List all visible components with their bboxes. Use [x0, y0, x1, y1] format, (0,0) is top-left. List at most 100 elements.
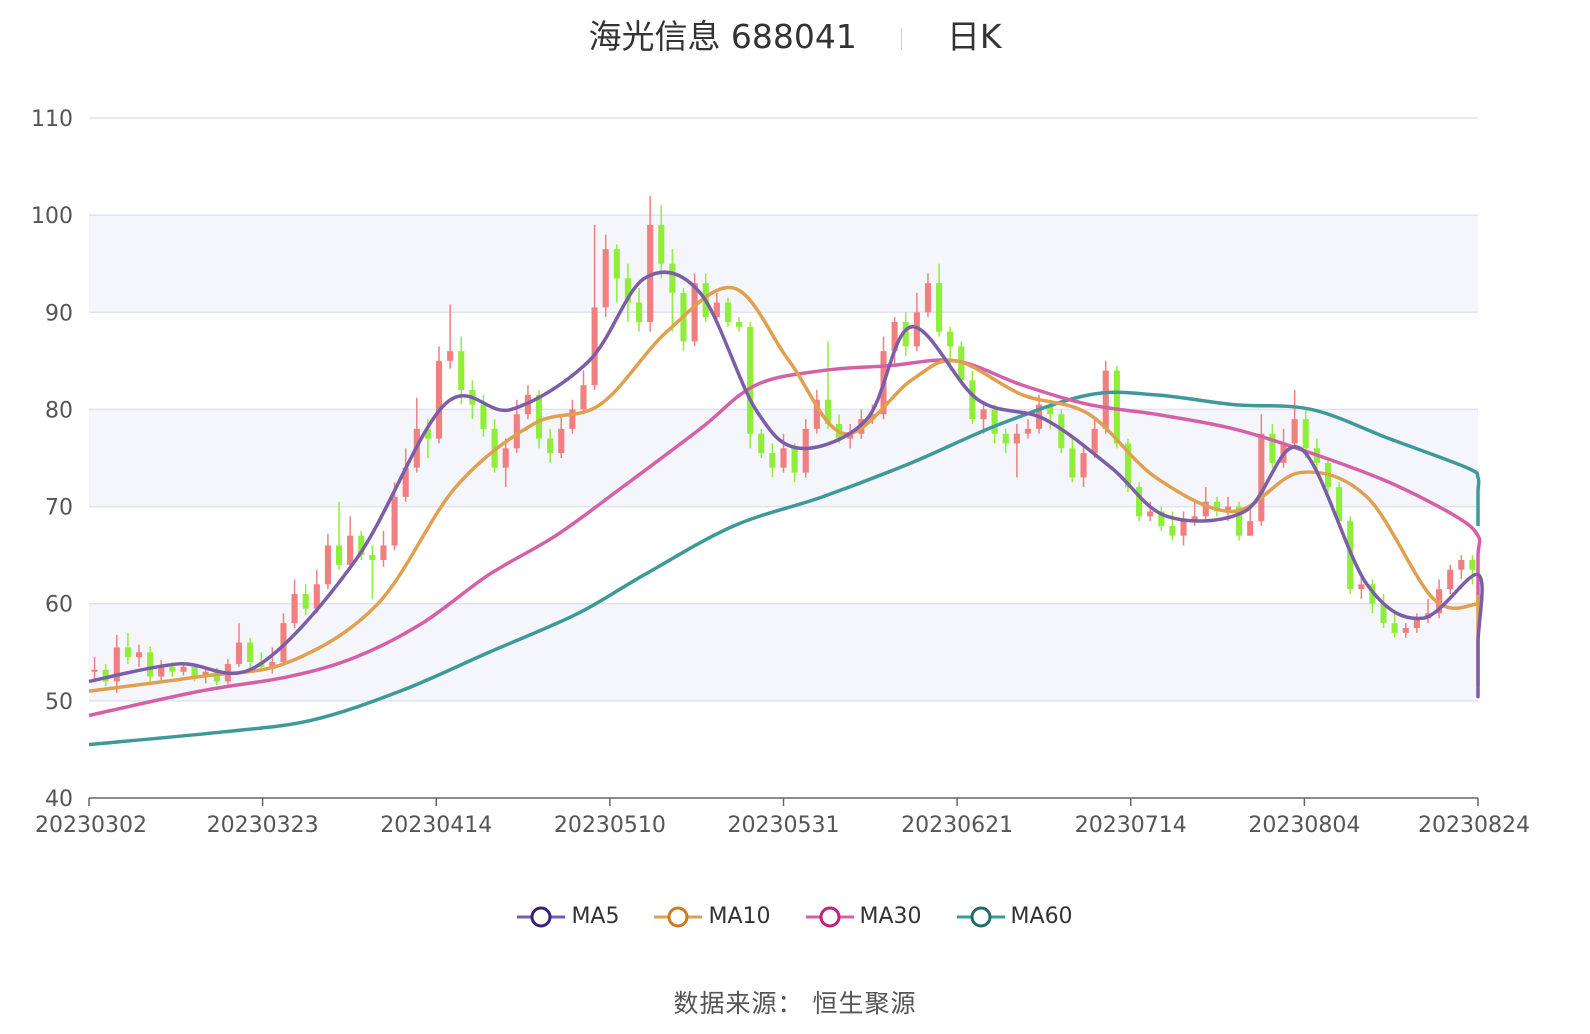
y-tick-label: 40: [45, 787, 73, 812]
x-tick-label: 20230414: [380, 813, 492, 838]
candle-body: [735, 322, 743, 327]
title-period: 日K: [946, 17, 1002, 56]
y-tick-label: 90: [45, 301, 73, 326]
candle-body: [380, 545, 387, 560]
y-tick-label: 110: [31, 107, 73, 132]
candle-body: [1224, 506, 1232, 512]
y-tick-label: 100: [31, 204, 73, 229]
candle-body: [1402, 628, 1409, 633]
legend-item-ma30[interactable]: MA30: [805, 904, 922, 929]
candle-body: [602, 249, 609, 308]
chart-legend: MA5 MA10 MA30 MA60: [0, 904, 1590, 935]
x-tick-label: 20230804: [1248, 813, 1360, 838]
source-value: 恒生聚源: [812, 989, 917, 1018]
candle-body: [747, 326, 754, 434]
candle-body: [247, 642, 254, 662]
candle-body: [1469, 560, 1476, 570]
legend-item-ma10[interactable]: MA10: [654, 904, 771, 929]
candle-body: [324, 545, 331, 585]
legend-label-ma30: MA30: [859, 904, 922, 929]
candle-body: [1158, 511, 1165, 526]
title-stock-name: 海光信息 688041: [588, 17, 857, 56]
candle-body: [1380, 603, 1387, 624]
candle-body: [936, 283, 943, 332]
candle-body: [302, 594, 309, 609]
candle-body: [1191, 516, 1198, 522]
ma60-line: [88, 390, 1481, 747]
candle-body: [1302, 419, 1309, 449]
candle-body: [1269, 433, 1276, 463]
candle-body: [402, 467, 409, 497]
candle-body: [102, 669, 109, 682]
candle-body: [1102, 370, 1109, 429]
candle-body: [624, 278, 631, 303]
grid-band: [89, 603, 1478, 701]
candle-body: [580, 385, 587, 410]
candle-body: [791, 448, 798, 473]
candle-body: [502, 448, 509, 468]
x-tick-label: 20230531: [728, 813, 840, 838]
x-tick-label: 20230302: [35, 813, 147, 838]
legend-label-ma60: MA60: [1010, 904, 1073, 929]
candle-body: [1202, 501, 1209, 517]
candle-body: [191, 666, 198, 677]
y-tick-label: 60: [45, 593, 73, 618]
candle-body: [547, 438, 554, 454]
candle-body: [335, 545, 343, 565]
candle-body: [213, 671, 220, 682]
chart-title: 海光信息 688041 日K: [0, 10, 1590, 58]
candle-body: [1180, 521, 1187, 536]
candle-body: [513, 414, 520, 449]
candle-body: [658, 224, 665, 264]
candle-body: [802, 428, 809, 473]
candle-body: [313, 584, 320, 609]
x-tick-label: 20230714: [1075, 813, 1187, 838]
candle-body: [669, 263, 676, 293]
candle-body: [569, 409, 576, 429]
candle-body: [635, 302, 643, 322]
candle-body: [391, 496, 398, 546]
candle-body: [1358, 584, 1365, 590]
candle-body: [1169, 526, 1176, 536]
candle-body: [613, 249, 620, 279]
candle-body: [113, 647, 120, 682]
legend-marker-ma5-icon: [517, 906, 566, 927]
candle-body: [1136, 487, 1143, 517]
candle-body: [1124, 443, 1132, 488]
candle-body: [358, 535, 365, 556]
candle-body: [158, 666, 165, 677]
candle-body: [458, 351, 465, 390]
ma5-line: [88, 270, 1484, 699]
legend-item-ma5[interactable]: MA5: [517, 904, 619, 929]
candle-body: [1336, 487, 1343, 522]
ma30-line: [88, 358, 1482, 718]
candle-body: [813, 399, 820, 429]
candle-body: [291, 594, 298, 624]
candle-body: [902, 322, 909, 347]
candle-body: [558, 428, 565, 454]
candle-body: [1213, 501, 1220, 512]
candle-body: [847, 433, 854, 439]
x-tick-label: 20230323: [207, 813, 319, 838]
candle-body: [824, 399, 832, 424]
candle-body: [947, 331, 954, 347]
candle-body: [980, 409, 987, 420]
source-label: 数据来源：: [673, 989, 804, 1018]
candle-body: [969, 380, 976, 420]
legend-item-ma60[interactable]: MA60: [956, 904, 1073, 929]
legend-marker-ma10-icon: [654, 906, 703, 927]
candle-body: [1024, 428, 1032, 434]
candle-body: [1113, 370, 1120, 444]
candle-body: [180, 666, 187, 672]
candle-body: [1458, 560, 1465, 570]
title-separator: [901, 27, 903, 50]
candle-body: [1447, 569, 1454, 590]
candle-body: [1258, 433, 1265, 522]
candle-body: [447, 351, 454, 361]
candle-body: [691, 283, 698, 342]
candle-body: [280, 623, 287, 662]
candle-body: [535, 394, 543, 439]
candle-body: [91, 669, 98, 672]
x-tick-label: 20230621: [901, 813, 1013, 838]
